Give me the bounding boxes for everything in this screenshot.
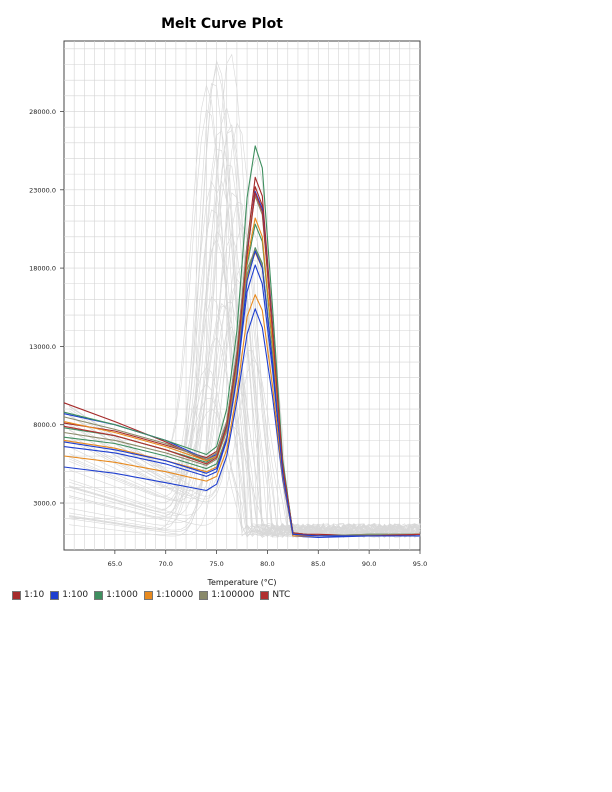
x-tick-label: 90.0 [362,560,376,568]
y-tick-label: 28000.0 [29,108,56,116]
legend-swatch [12,590,21,600]
series-line-13 [63,192,421,537]
y-tick-label: 18000.0 [29,265,56,273]
x-tick-label: 80.0 [260,560,274,568]
legend: 1:10 1:100 1:1000 1:10000 1:100000 NTC [12,590,296,600]
legend-swatch [143,590,153,600]
legend-swatch [50,590,60,600]
y-tick-label: 13000.0 [29,343,56,351]
legend-label: 1:1000 [106,590,138,600]
legend-label: 1:10000 [155,590,194,600]
y-tick-label: 3000.0 [33,500,56,508]
background-curve [69,238,421,538]
legend-label: 1:100000 [211,590,255,600]
legend-item: 1:100000 [199,590,254,600]
legend-item: NTC [260,590,290,600]
legend-swatch [94,590,104,600]
x-axis-label: Temperature (°C) [206,578,276,587]
legend-swatch [199,590,209,600]
legend-label: 1:100 [62,590,89,600]
background-curve [69,233,421,538]
background-curve [69,302,421,538]
legend-swatch [260,590,270,600]
background-curve [69,296,421,537]
y-tick-label: 23000.0 [29,186,56,194]
legend-label: NTC [272,590,291,600]
chart-title: Melt Curve Plot [161,16,283,32]
x-tick-label: 85.0 [311,560,325,568]
legend-label: 1:10 [24,590,45,600]
tick-labels: 65.0 70.0 75.0 80.0 85.0 90.0 95.0 3000.0 8000.0… [29,108,427,568]
background-curves [68,53,421,539]
legend-item: 1:100 [50,590,88,600]
series-line-8 [63,294,421,537]
series-line-2 [63,308,420,539]
background-curve [69,336,421,538]
legend-item: 1:10 [12,590,44,600]
legend-item: 1:1000 [94,590,138,600]
series-line-14 [63,250,420,537]
x-tick-label: 75.0 [209,560,223,568]
series-lines [63,145,421,539]
legend-item: 1:10000 [143,590,194,600]
x-tick-label: 65.0 [108,560,122,568]
x-tick-label: 95.0 [413,560,427,568]
y-tick-label: 8000.0 [33,421,56,429]
x-tick-label: 70.0 [158,560,172,568]
